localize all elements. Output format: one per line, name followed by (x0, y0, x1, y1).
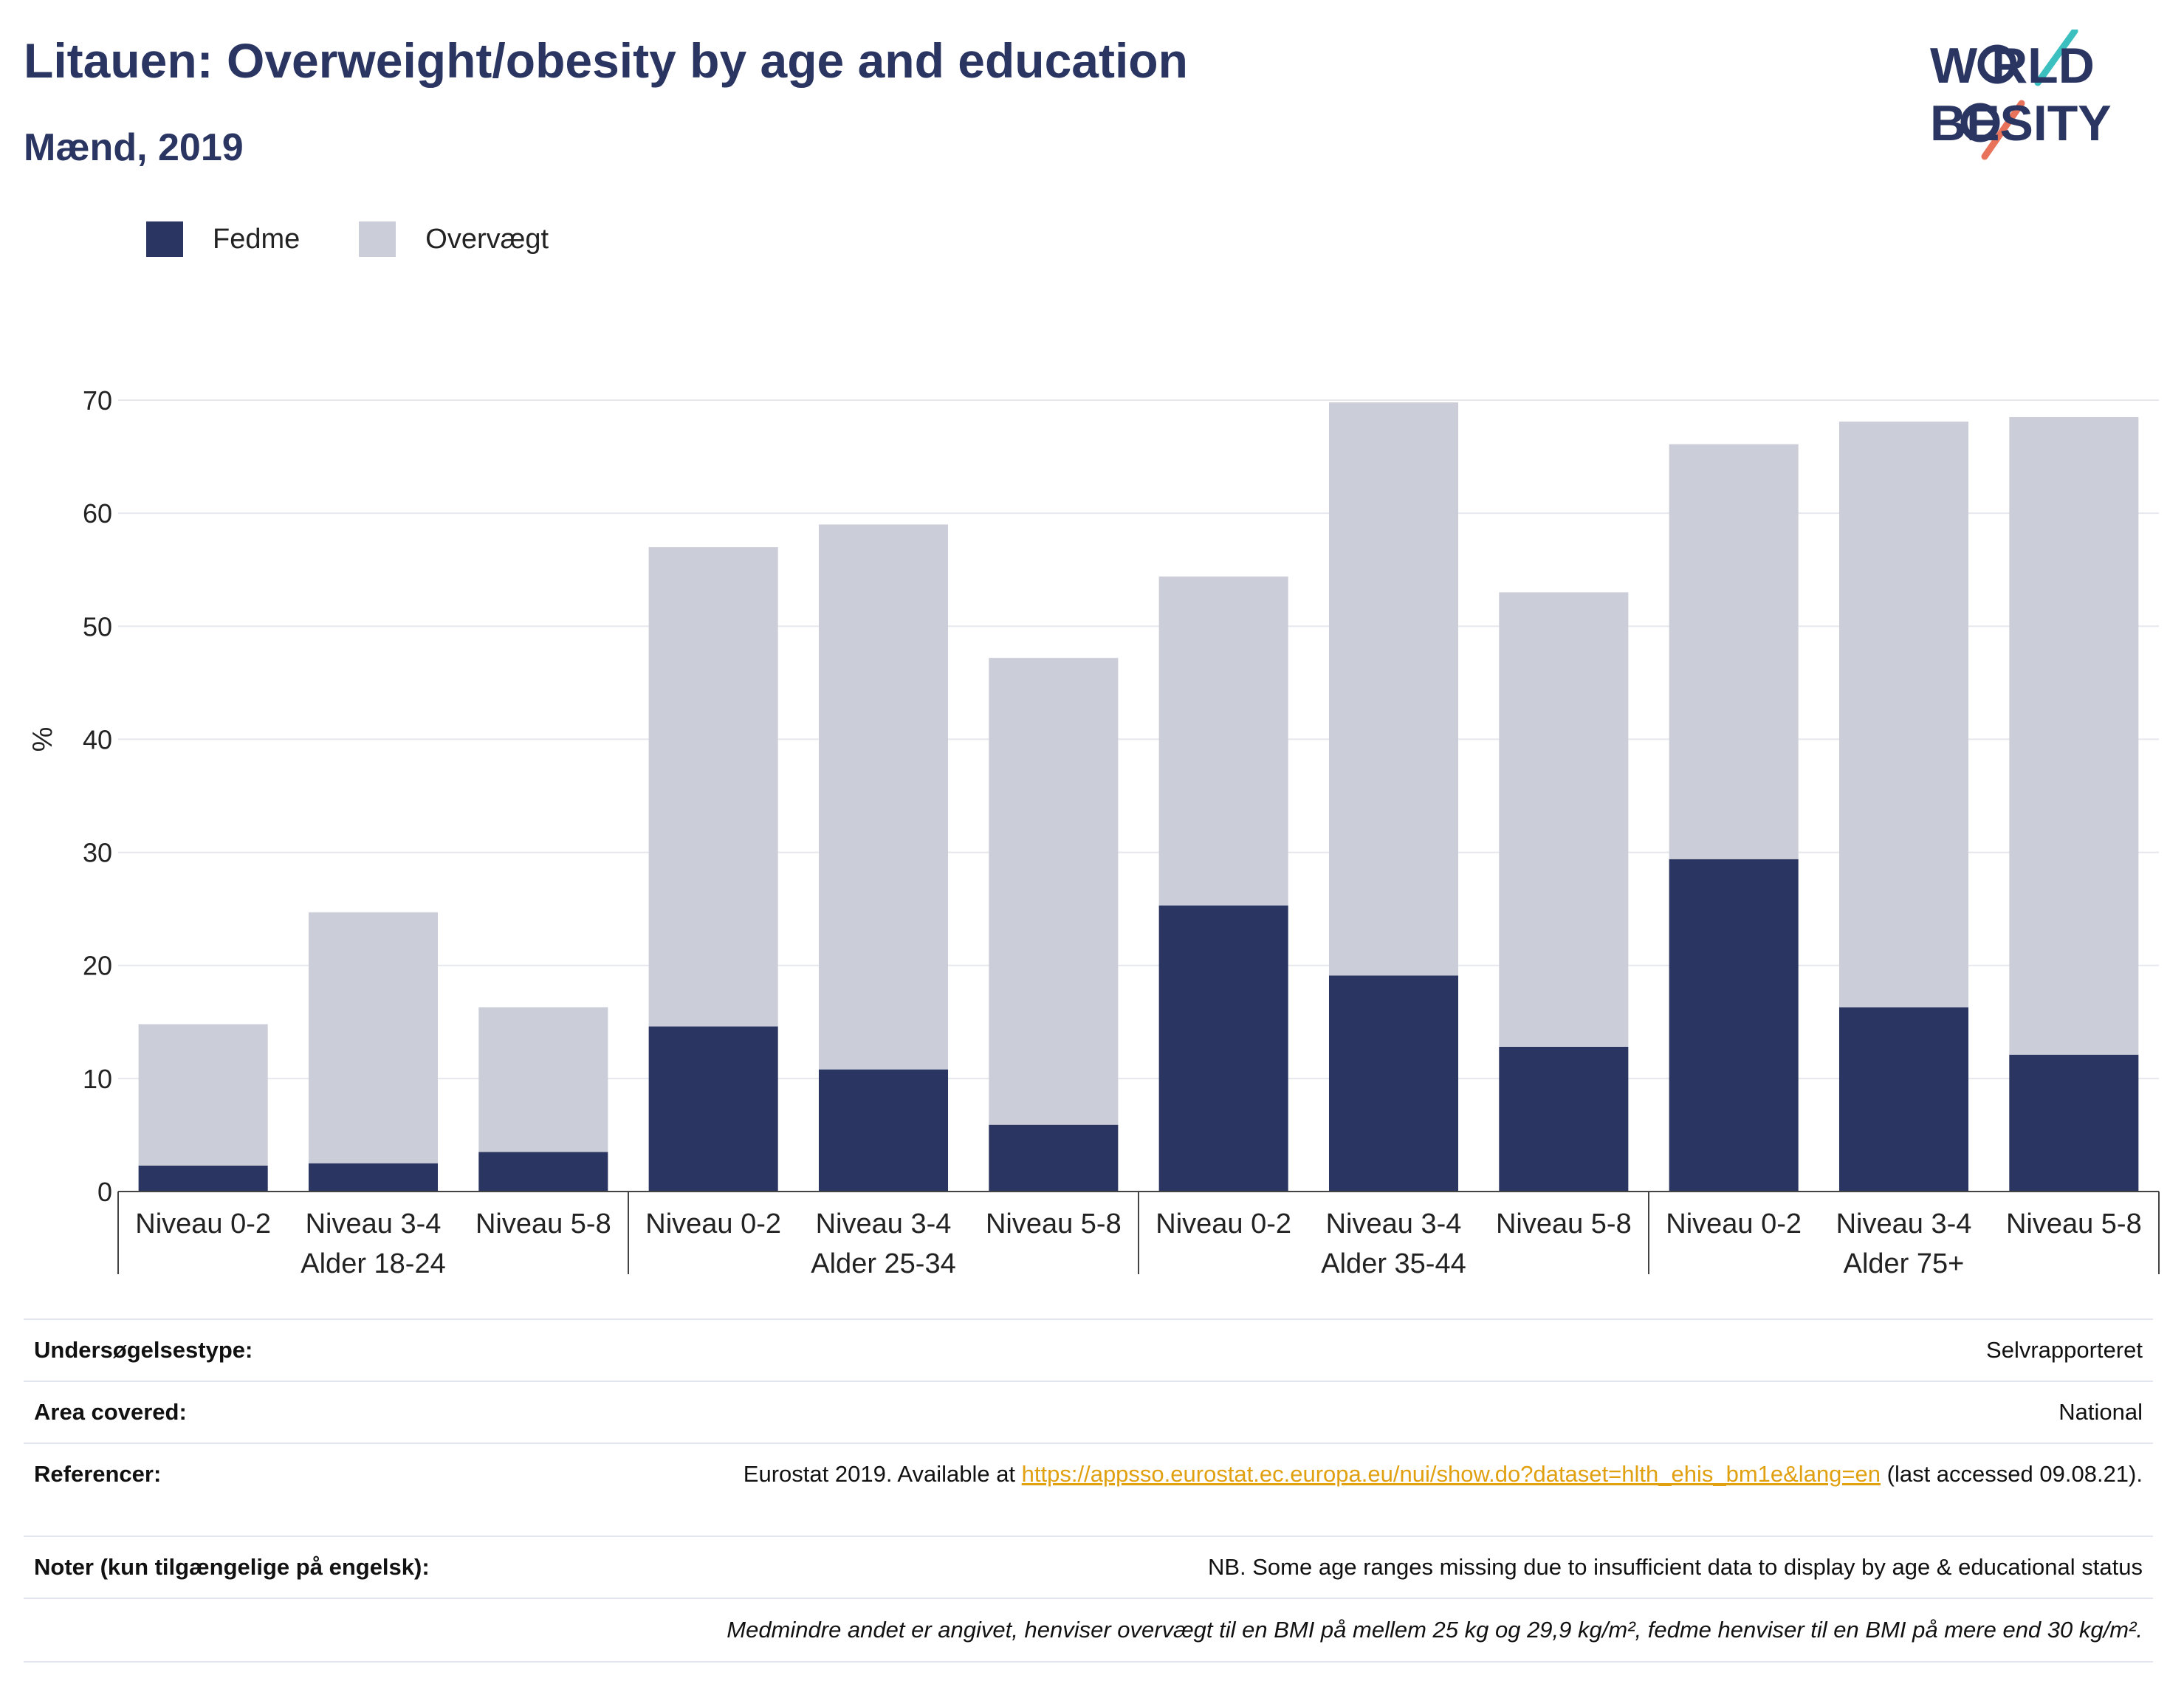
y-tick-label: 0 (97, 1177, 112, 1207)
bar-overvaegt (1499, 592, 1629, 1047)
bar-fedme (1328, 975, 1459, 1192)
world-obesity-logo: W RLD BESITY (1930, 30, 2112, 160)
references-value: Eurostat 2019. Available at https://apps… (744, 1457, 2143, 1536)
info-row-area: Area covered: National (24, 1381, 2153, 1443)
bar-fedme (648, 1026, 778, 1192)
info-table: Undersøgelsestype: Selvrapporteret Area … (24, 1318, 2153, 1663)
info-row-footnote: Medmindre andet er angivet, henviser ove… (24, 1598, 2153, 1663)
bar-fedme (1499, 1046, 1629, 1192)
info-row-survey: Undersøgelsestype: Selvrapporteret (24, 1318, 2153, 1381)
bar-overvaegt (308, 912, 439, 1163)
bar-overvaegt (138, 1024, 268, 1166)
bar-overvaegt (989, 658, 1119, 1125)
x-tick-label: Niveau 5-8 (1496, 1208, 1632, 1240)
x-tick-label: Niveau 0-2 (135, 1208, 271, 1240)
bar-fedme (818, 1069, 949, 1192)
bar-overvaegt (1838, 422, 1969, 1008)
footnote: Medmindre andet er angivet, henviser ove… (727, 1617, 2143, 1643)
x-tick-label: Niveau 0-2 (645, 1208, 781, 1240)
x-tick-label: Niveau 5-8 (475, 1208, 611, 1240)
references-suffix: (last accessed 09.08.21). (1881, 1461, 2143, 1487)
legend-label-overvaegt: Overvægt (425, 223, 549, 255)
x-tick-label: Niveau 3-4 (1836, 1208, 1972, 1240)
y-axis-label: % (27, 727, 58, 752)
legend-label-fedme: Fedme (213, 223, 301, 255)
x-group-label: Alder 25-34 (811, 1248, 955, 1279)
x-tick-label: Niveau 3-4 (306, 1208, 442, 1240)
bar-fedme (478, 1152, 608, 1192)
x-group-label: Alder 18-24 (301, 1248, 445, 1279)
bar-overvaegt (1328, 402, 1459, 976)
y-tick-label: 50 (83, 611, 112, 642)
bar-fedme (989, 1124, 1119, 1192)
survey-value: Selvrapporteret (1986, 1337, 2143, 1363)
x-tick-label: Niveau 5-8 (2006, 1208, 2142, 1240)
references-prefix: Eurostat 2019. Available at (743, 1461, 1022, 1487)
bar-fedme (1838, 1007, 1969, 1192)
page-title: Litauen: Overweight/obesity by age and e… (24, 33, 1188, 88)
bar-chart: 0 10 20 30 40 50 60 70% Niveau 0-2 Niveau 3-4 Nive… (27, 385, 2160, 1279)
legend-swatch-overvaegt (359, 221, 396, 257)
notes-label: Noter (kun tilgængelige på engelsk): (34, 1554, 430, 1580)
bar-overvaegt (1669, 444, 1799, 859)
notes-value: NB. Some age ranges missing due to insuf… (1207, 1554, 2143, 1580)
bar-overvaegt (478, 1007, 608, 1152)
x-group-label: Alder 35-44 (1321, 1248, 1466, 1279)
bar-fedme (1158, 905, 1288, 1192)
bar-overvaegt (648, 547, 778, 1027)
bar-overvaegt (2009, 416, 2139, 1055)
x-tick-label: Niveau 5-8 (986, 1208, 1122, 1240)
legend-item-fedme[interactable]: Fedme (146, 221, 300, 257)
page-subtitle: Mænd, 2019 (24, 126, 244, 169)
y-tick-label: 20 (83, 951, 112, 981)
legend-swatch-fedme (146, 221, 183, 257)
area-value: National (2058, 1399, 2143, 1425)
chart-legend: Fedme Overvægt (146, 219, 608, 260)
x-group-label: Alder 75+ (1844, 1248, 1965, 1279)
survey-label: Undersøgelsestype: (34, 1337, 253, 1363)
y-tick-label: 40 (83, 724, 112, 754)
bar-fedme (308, 1163, 439, 1192)
y-tick-label: 70 (83, 385, 112, 416)
references-label: Referencer: (34, 1461, 162, 1487)
y-tick-label: 10 (83, 1064, 112, 1094)
legend-item-overvaegt[interactable]: Overvægt (359, 221, 549, 257)
x-tick-label: Niveau 3-4 (816, 1208, 952, 1240)
info-row-references: Referencer: Eurostat 2019. Available at … (24, 1443, 2153, 1536)
logo-line-2: BESITY (1930, 95, 2112, 151)
y-tick-label: 60 (83, 498, 112, 529)
bar-overvaegt (818, 524, 949, 1070)
bar-fedme (2009, 1054, 2139, 1192)
x-tick-label: Niveau 3-4 (1326, 1208, 1462, 1240)
bar-overvaegt (1158, 576, 1288, 906)
area-label: Area covered: (34, 1399, 187, 1425)
references-link[interactable]: https://appsso.eurostat.ec.europa.eu/nui… (1021, 1461, 1881, 1487)
y-tick-label: 30 (83, 838, 112, 868)
x-tick-label: Niveau 0-2 (1155, 1208, 1291, 1240)
info-row-notes: Noter (kun tilgængelige på engelsk): NB.… (24, 1536, 2153, 1598)
x-tick-label: Niveau 0-2 (1666, 1208, 1802, 1240)
bar-fedme (138, 1165, 268, 1192)
bar-fedme (1669, 859, 1799, 1192)
